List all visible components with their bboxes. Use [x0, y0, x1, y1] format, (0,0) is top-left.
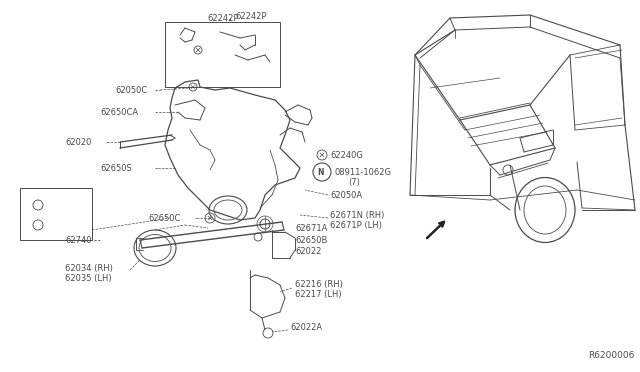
Text: 08911-1062G: 08911-1062G: [335, 167, 392, 176]
Text: 62671A: 62671A: [295, 224, 328, 232]
Text: 62240G: 62240G: [330, 151, 363, 160]
Text: R6200006: R6200006: [589, 351, 635, 360]
Bar: [20, 188, 92, 240]
Text: 62035 (LH): 62035 (LH): [65, 273, 111, 282]
Text: (7): (7): [348, 177, 360, 186]
Text: 62242P: 62242P: [235, 12, 266, 20]
Text: 62020: 62020: [65, 138, 92, 147]
Text: 62740: 62740: [65, 235, 92, 244]
Bar: [165, 22, 280, 87]
Text: 62650CA: 62650CA: [100, 108, 138, 116]
Text: 62050A: 62050A: [330, 190, 362, 199]
Text: 62217 (LH): 62217 (LH): [295, 291, 342, 299]
Text: 62022: 62022: [295, 247, 321, 257]
Text: 62050C: 62050C: [115, 86, 147, 94]
Text: 62650S: 62650S: [100, 164, 132, 173]
Text: 62022A: 62022A: [290, 324, 322, 333]
Text: 62034 (RH): 62034 (RH): [65, 263, 113, 273]
Text: 62650C: 62650C: [148, 214, 180, 222]
Text: 62671N (RH): 62671N (RH): [330, 211, 385, 219]
Text: 62216 (RH): 62216 (RH): [295, 280, 343, 289]
Text: 62650B: 62650B: [295, 235, 328, 244]
Text: 62242P: 62242P: [207, 13, 239, 22]
Text: 62671P (LH): 62671P (LH): [330, 221, 382, 230]
Text: N: N: [317, 167, 324, 176]
